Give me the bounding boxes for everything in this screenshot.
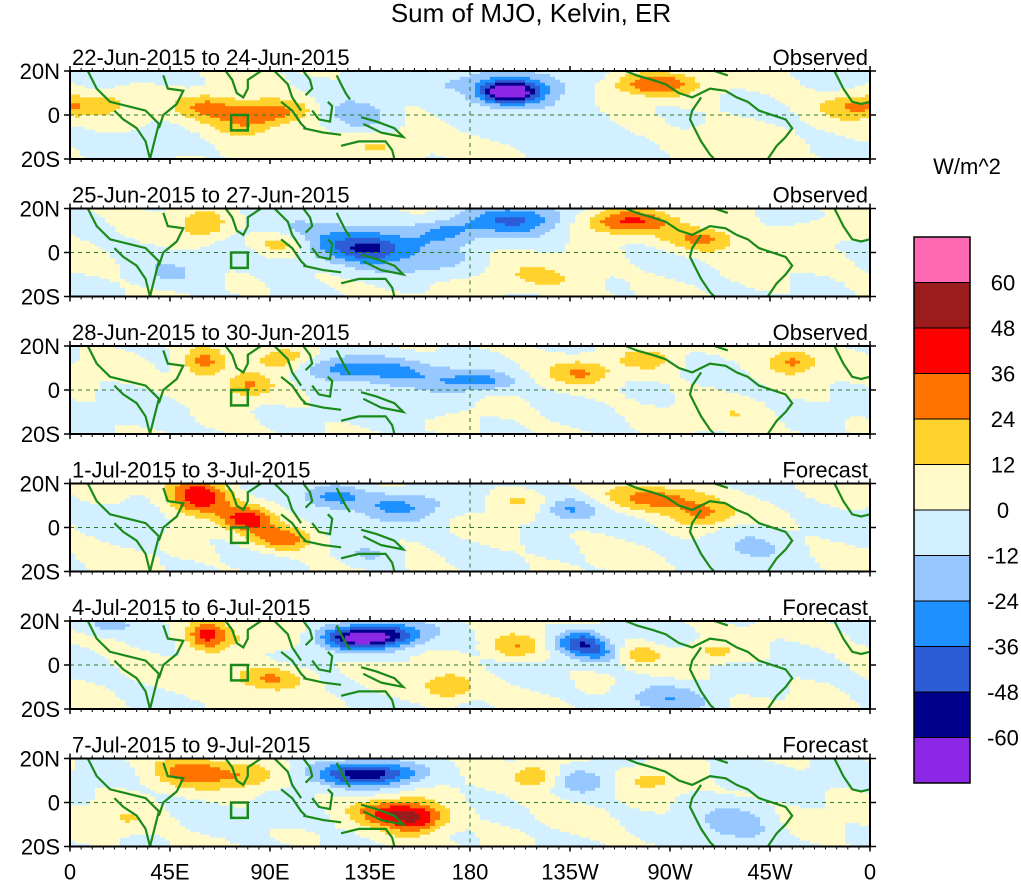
x-tick-label: 90W [647, 860, 692, 885]
panel-kind-label: Observed [773, 320, 868, 345]
panel-3: 20N 0 20S 28-Jun-2015 to 30-Jun-2015 Observe… [20, 320, 876, 447]
y-tick-label: 20N [20, 472, 60, 497]
colorbar-units-label: W/m^2 [933, 154, 1001, 179]
colorbar-swatch [913, 691, 971, 738]
y-tick-label: 20S [21, 560, 60, 585]
colorbar-swatch [913, 418, 971, 465]
y-tick-label: 0 [48, 378, 60, 403]
figure-title: Sum of MJO, Kelvin, ER [391, 0, 671, 28]
colorbar-swatch [913, 373, 971, 420]
colorbar-tick-label: -60 [987, 726, 1019, 751]
colorbar-swatch [913, 555, 971, 602]
panel-6: 20N 0 20S 7-Jul-2015 to 9-Jul-2015 Forecast [20, 733, 876, 860]
panel-date-range: 28-Jun-2015 to 30-Jun-2015 [72, 320, 350, 345]
colorbar-swatch [913, 600, 971, 647]
panel-kind-label: Forecast [782, 733, 868, 758]
colorbar-swatch [913, 737, 971, 784]
y-tick-label: 20S [21, 147, 60, 172]
colorbar-swatch [913, 236, 971, 283]
panel-date-range: 4-Jul-2015 to 6-Jul-2015 [72, 595, 310, 620]
x-tick-label: 45W [747, 860, 792, 885]
x-tick-label: 135E [344, 860, 395, 885]
y-tick-label: 0 [48, 103, 60, 128]
panel-2: 20N 0 20S 25-Jun-2015 to 27-Jun-2015 Observe… [20, 183, 876, 310]
x-tick-label: 0 [864, 860, 876, 885]
x-tick-label: 180 [452, 860, 489, 885]
panel-date-range: 1-Jul-2015 to 3-Jul-2015 [72, 458, 310, 483]
x-tick-label: 45E [150, 860, 189, 885]
panels-group: 20N 0 20S 22-Jun-2015 to 24-Jun-2015 Observe… [20, 45, 876, 860]
colorbar-tick-label: 0 [997, 498, 1009, 523]
panel-1: 20N 0 20S 22-Jun-2015 to 24-Jun-2015 Observe… [20, 45, 876, 172]
x-tick-label: 0 [64, 860, 76, 885]
colorbar-tick-label: 48 [991, 316, 1015, 341]
y-tick-label: 0 [48, 653, 60, 678]
colorbar-tick-label: 36 [991, 362, 1015, 387]
colorbar: W/m^2 60 48 36 24 12 0 -12 -24 -36 -48 -60 [913, 154, 1019, 784]
y-tick-label: 0 [48, 241, 60, 266]
panel-1-coastlines [86, 71, 870, 159]
colorbar-tick-label: -12 [987, 544, 1019, 569]
y-tick-label: 20N [20, 197, 60, 222]
colorbar-swatch [913, 464, 971, 511]
y-tick-label: 0 [48, 516, 60, 541]
colorbar-tick-label: -24 [987, 589, 1019, 614]
panel-2-coastlines [86, 208, 870, 297]
y-tick-label: 20N [20, 609, 60, 634]
y-tick-label: 20N [20, 334, 60, 359]
colorbar-tick-label: -48 [987, 680, 1019, 705]
panel-date-range: 7-Jul-2015 to 9-Jul-2015 [72, 733, 310, 758]
panel-kind-label: Observed [773, 183, 868, 208]
colorbar-tick-label: -36 [987, 635, 1019, 660]
x-tick-label: 135W [541, 860, 599, 885]
y-tick-label: 20S [21, 285, 60, 310]
colorbar-swatch [913, 282, 971, 329]
panel-6-coastlines [86, 758, 870, 847]
x-axis: 0 45E 90E 135E 180 135W 90W 45W 0 [64, 860, 876, 885]
panel-kind-label: Observed [773, 45, 868, 70]
colorbar-swatch [913, 327, 971, 374]
colorbar-tick-label: 12 [991, 453, 1015, 478]
x-tick-label: 90E [250, 860, 289, 885]
colorbar-swatch [913, 509, 971, 556]
panel-date-range: 25-Jun-2015 to 27-Jun-2015 [72, 183, 350, 208]
panel-kind-label: Forecast [782, 458, 868, 483]
panel-kind-label: Forecast [782, 595, 868, 620]
panel-5-coastlines [86, 621, 870, 709]
y-tick-label: 20S [21, 835, 60, 860]
colorbar-tick-label: 24 [991, 407, 1015, 432]
colorbar-swatch [913, 646, 971, 693]
panel-3-coastlines [86, 346, 870, 434]
y-tick-label: 20N [20, 59, 60, 84]
y-tick-label: 20N [20, 747, 60, 772]
y-tick-label: 20S [21, 422, 60, 447]
panel-5: 20N 0 20S 4-Jul-2015 to 6-Jul-2015 Forecast [20, 595, 876, 722]
y-tick-label: 0 [48, 791, 60, 816]
panel-4: 20N 0 20S 1-Jul-2015 to 3-Jul-2015 Forecast [20, 458, 876, 585]
y-tick-label: 20S [21, 697, 60, 722]
panel-3-field [70, 346, 870, 434]
panel-4-field [70, 483, 870, 572]
panel-date-range: 22-Jun-2015 to 24-Jun-2015 [72, 45, 350, 70]
panel-4-coastlines [86, 483, 870, 572]
panel-6-field [70, 758, 870, 847]
colorbar-tick-label: 60 [991, 271, 1015, 296]
